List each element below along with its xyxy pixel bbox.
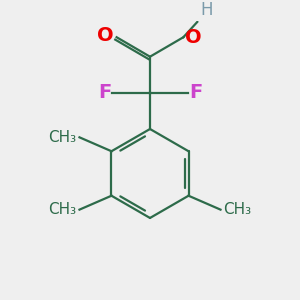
Text: F: F bbox=[98, 83, 111, 102]
Text: F: F bbox=[189, 83, 202, 102]
Text: CH₃: CH₃ bbox=[49, 130, 77, 145]
Text: CH₃: CH₃ bbox=[223, 202, 251, 217]
Text: H: H bbox=[200, 1, 213, 19]
Text: O: O bbox=[97, 26, 114, 45]
Text: CH₃: CH₃ bbox=[49, 202, 77, 217]
Text: O: O bbox=[185, 28, 201, 47]
